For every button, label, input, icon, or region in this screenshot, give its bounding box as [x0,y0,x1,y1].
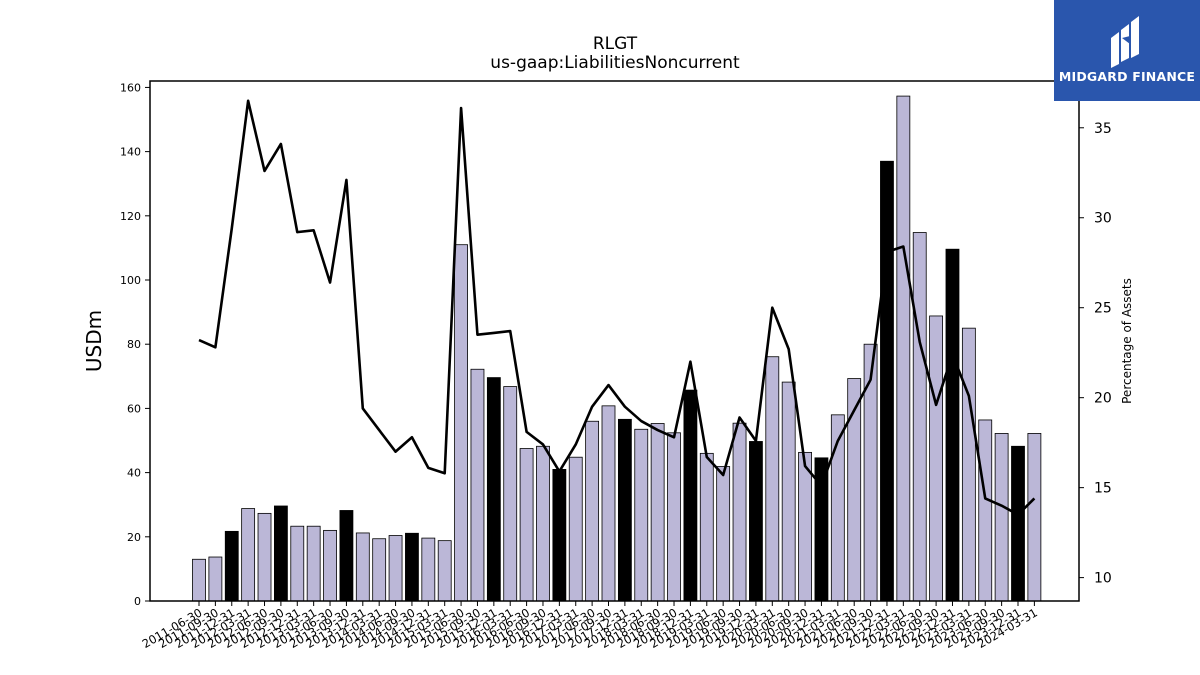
bar-2019-03-31 [699,452,714,602]
logo-text: MIDGARD FINANCE [1058,69,1196,84]
bar-2017-06-30 [585,420,600,602]
y2-axis-label: Percentage of Assets [1120,278,1134,404]
bar-2013-03-31 [306,525,321,602]
bar-2015-06-30 [454,244,468,602]
chart-title: RLGT [593,34,638,54]
y2-tick-label: 20 [1094,391,1112,407]
plot-frame [149,80,1080,602]
midgard-logo-icon [1111,16,1139,68]
chart-subtitle: us-gaap:LiabilitiesNoncurrent [490,53,740,73]
bar-2014-12-31 [421,537,436,602]
line-group [198,99,1036,516]
y2-tick-label: 25 [1094,301,1112,317]
bar-2020-09-30 [798,451,812,602]
bar-2018-06-30 [650,423,665,602]
bar-2012-12-31 [290,525,305,602]
bar-2017-09-30 [601,405,616,602]
y-tick-label: 20 [127,531,141,544]
bar-2019-09-30 [732,422,747,602]
bar-2022-09-30 [929,315,943,602]
bar-2018-03-31 [634,428,649,602]
bar-2023-09-30 [994,433,1009,602]
bar-2015-12-31 [486,377,501,602]
bar-2021-12-31 [880,160,894,602]
y2-axis-ticks: 10 15 20 25 30 35 [1079,121,1112,587]
x-axis-ticks: 2011-06-302011-09-302011-12-312012-03-31… [140,601,1040,651]
bar-2012-06-30 [257,512,272,602]
bar-2014-09-30 [405,532,419,602]
bar-2022-03-31 [896,95,911,602]
y-tick-label: 100 [120,274,141,287]
y-axis-label: USDm [82,310,106,372]
bar-2017-12-31 [617,418,632,602]
bar-2020-03-31 [765,356,780,602]
y-tick-label: 60 [127,402,141,415]
bar-2016-03-31 [503,386,518,602]
y-tick-label: 120 [120,210,141,223]
y-axis-ticks: 0 20 40 60 80 100 120 140 160 [120,81,150,608]
bar-2023-06-30 [978,419,993,602]
bar-2012-09-30 [273,505,288,602]
bar-2012-03-31 [241,508,256,602]
bar-2011-06-30 [192,558,206,602]
y2-tick-label: 10 [1094,571,1112,587]
bar-2019-06-30 [716,466,731,602]
y2-tick-label: 30 [1094,211,1112,227]
bar-2016-06-30 [519,448,534,602]
bar-2015-03-31 [437,540,452,602]
bar-2015-09-30 [470,368,485,602]
bar-2024-03-31 [1027,433,1042,602]
y2-tick-label: 35 [1094,121,1112,137]
bar-2023-03-31 [961,327,976,602]
bar-2014-03-31 [372,538,387,602]
bar-2013-06-30 [323,529,337,602]
bar-2014-06-30 [388,535,403,602]
y-tick-label: 80 [127,338,141,351]
bar-2020-06-30 [781,381,796,602]
bars-group [192,95,1042,602]
bar-2013-12-31 [355,532,370,602]
bar-2022-12-31 [945,248,960,602]
y-tick-label: 140 [120,146,141,159]
midgard-logo: MIDGARD FINANCE [1054,0,1200,101]
bar-2022-06-30 [912,232,927,602]
bar-2016-12-31 [552,468,567,602]
bar-2018-09-30 [667,432,681,602]
y-tick-label: 40 [127,467,141,480]
bar-2016-09-30 [536,445,550,602]
bar-2018-12-31 [683,389,698,602]
percentage-line [198,99,1036,516]
bar-2019-12-31 [749,441,763,602]
y2-tick-label: 15 [1094,481,1112,497]
bar-2017-03-31 [568,456,583,602]
bar-2013-09-30 [339,510,354,602]
y-tick-label: 0 [134,595,141,608]
y-tick-label: 160 [120,81,141,94]
bar-2023-12-31 [1011,445,1025,602]
bar-2021-09-30 [863,343,878,602]
bar-2011-09-30 [208,556,223,602]
bar-2011-12-31 [224,530,239,602]
